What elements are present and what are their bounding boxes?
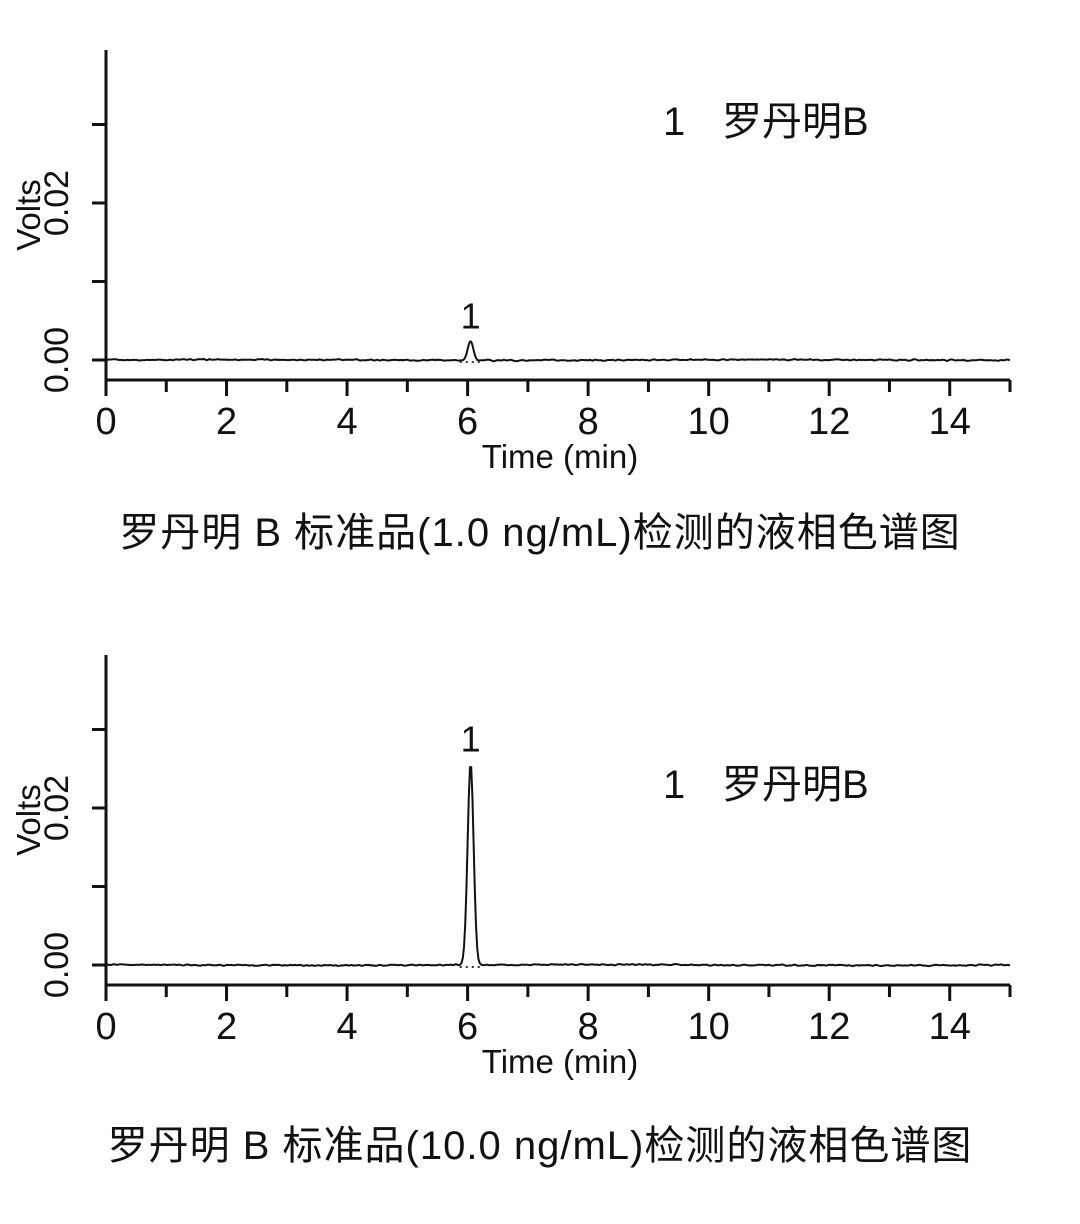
x-tick-label: 0 [95,1006,116,1048]
legend-peak-label: 罗丹明B [722,763,869,807]
y-tick-label: 0.00 [38,327,76,393]
legend-peak-number: 1 [663,100,685,144]
x-tick-label: 6 [457,1006,478,1048]
x-tick-label: 14 [929,401,971,443]
y-tick-label: 0.02 [38,170,76,236]
x-tick-label: 14 [929,1006,971,1048]
x-tick-label: 2 [216,1006,237,1048]
x-tick-label: 2 [216,401,237,443]
x-tick-label: 10 [688,401,730,443]
chromatogram-figure-1: 0.00 0.02 Volts 0 2 4 6 8 10 12 14 Time (min) 1 1 罗丹明B [0,0,1080,480]
y-tick-label: 0.00 [38,932,76,998]
x-tick-label: 0 [95,401,116,443]
y-tick-label: 0.02 [38,775,76,841]
x-axis-title: Time (min) [482,438,638,475]
y-axis-title: Volts [10,784,47,856]
chart-caption-1: 罗丹明 B 标准品(1.0 ng/mL)检测的液相色谱图 [119,511,961,555]
y-axis-title: Volts [10,179,47,251]
x-axis-title: Time (min) [482,1043,638,1080]
x-tick-label: 10 [688,1006,730,1048]
x-tick-label: 12 [808,401,850,443]
x-tick-label: 4 [336,1006,357,1048]
peak-number-label: 1 [461,295,481,336]
legend-peak-label: 罗丹明B [722,100,869,144]
x-tick-label: 8 [578,401,599,443]
x-tick-label: 4 [336,401,357,443]
x-tick-label: 12 [808,1006,850,1048]
x-tick-label: 6 [457,401,478,443]
peak-number-label: 1 [461,718,481,759]
signal-trace [105,340,1011,363]
signal-trace [105,766,1011,968]
x-tick-label: 8 [578,1006,599,1048]
chart-caption-2: 罗丹明 B 标准品(10.0 ng/mL)检测的液相色谱图 [107,1124,973,1168]
chromatogram-figure-2: 0.00 0.02 Volts 0 2 4 6 8 10 12 14 Time (min) 1 1 罗丹明B [0,605,1080,1085]
legend-peak-number: 1 [663,763,685,807]
